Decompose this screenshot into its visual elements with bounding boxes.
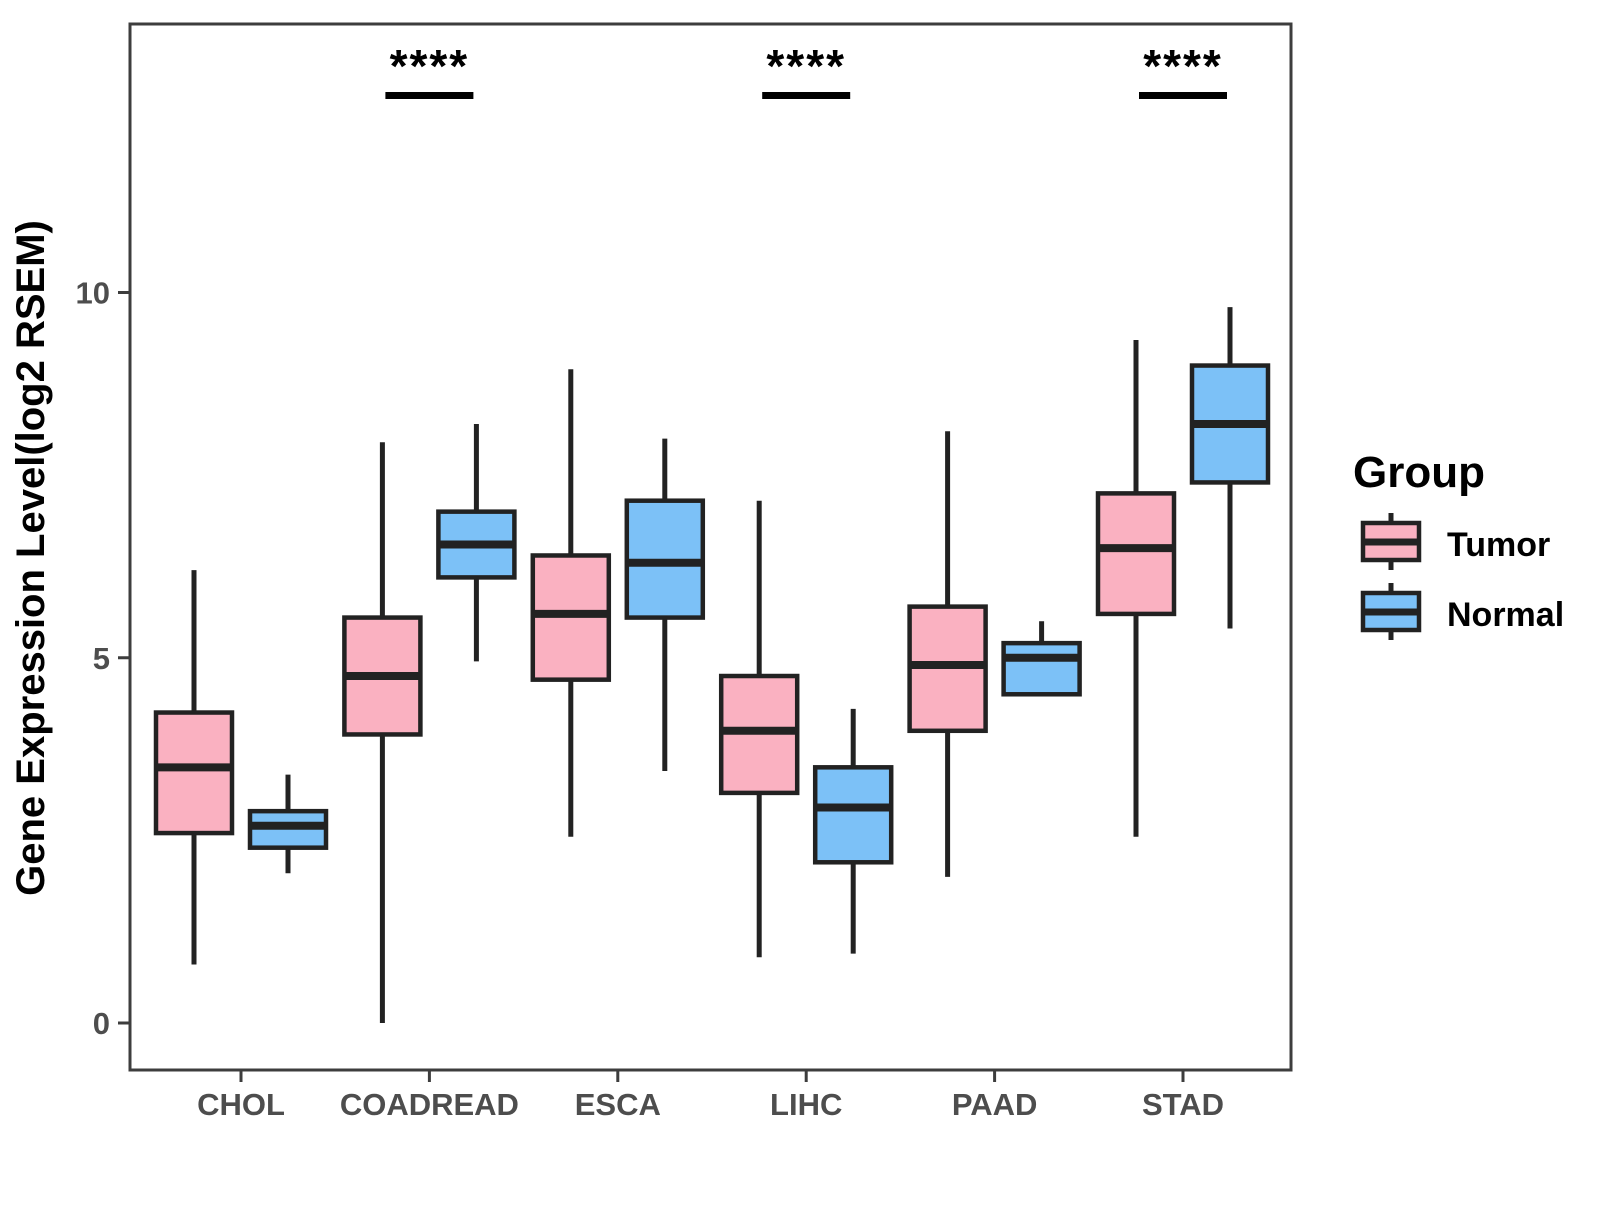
legend-title: Group xyxy=(1353,448,1485,497)
significance-bar xyxy=(1139,92,1227,99)
significance-stars: **** xyxy=(766,40,846,92)
x-tick-label-PAAD: PAAD xyxy=(952,1087,1038,1122)
boxplot-PAAD-Normal xyxy=(1001,621,1082,697)
boxplot-STAD-Normal xyxy=(1189,307,1271,629)
significance-mark-COADREAD: **** xyxy=(385,40,474,99)
x-tick-label-LIHC: LIHC xyxy=(770,1087,842,1122)
significance-stars: **** xyxy=(390,40,470,92)
y-tick-label-10: 10 xyxy=(76,276,110,311)
boxplot-PAAD-Tumor xyxy=(907,431,988,877)
boxplot-ESCA-Tumor xyxy=(530,369,612,837)
box-rect xyxy=(812,765,894,865)
x-tick-label-CHOL: CHOL xyxy=(197,1087,285,1122)
legend-entry-tumor: Tumor xyxy=(1360,513,1550,570)
significance-mark-LIHC: **** xyxy=(762,40,851,99)
boxplot-CHOL-Tumor xyxy=(153,570,235,965)
boxplot-ESCA-Normal xyxy=(624,438,706,771)
tumor-boxplot-glyph xyxy=(1360,513,1422,570)
legend-label-normal: Normal xyxy=(1447,596,1564,634)
significance-stars: **** xyxy=(1143,40,1223,92)
legend-entry-normal: Normal xyxy=(1360,583,1564,640)
x-tick-label-STAD: STAD xyxy=(1142,1087,1224,1122)
legend-label-tumor: Tumor xyxy=(1447,526,1550,564)
x-tick-label-COADREAD: COADREAD xyxy=(340,1087,519,1122)
significance-bar xyxy=(762,92,851,99)
box-rect xyxy=(1095,491,1177,617)
boxplot-STAD-Tumor xyxy=(1095,339,1177,837)
significance-mark-STAD: **** xyxy=(1139,40,1227,99)
y-tick-label-5: 5 xyxy=(93,641,110,676)
y-tick-label-0: 0 xyxy=(93,1006,110,1041)
legend: Group Tumor Normal xyxy=(1353,448,1564,640)
x-axis: CHOL COADREAD ESCA LIHC PAAD STAD xyxy=(197,1070,1224,1122)
significance-marks: **** **** **** xyxy=(385,40,1227,99)
boxplot-COADREAD-Normal xyxy=(436,423,517,662)
box-rect xyxy=(1001,640,1082,697)
boxplot-CHOL-Normal xyxy=(247,774,329,874)
y-axis: 0 5 10 xyxy=(76,276,130,1041)
y-axis-title: Gene Expression Level(log2 RSEM) xyxy=(9,220,53,896)
normal-boxplot-glyph xyxy=(1360,583,1422,640)
plot-panel-border xyxy=(128,22,1293,1072)
boxplot-LIHC-Tumor xyxy=(718,500,800,958)
boxplot-LIHC-Normal xyxy=(812,708,894,954)
box-rect xyxy=(153,710,235,836)
boxplot-COADREAD-Tumor xyxy=(342,442,423,1023)
boxplots xyxy=(153,307,1271,1023)
significance-bar xyxy=(385,92,474,99)
x-tick-label-ESCA: ESCA xyxy=(575,1087,661,1122)
